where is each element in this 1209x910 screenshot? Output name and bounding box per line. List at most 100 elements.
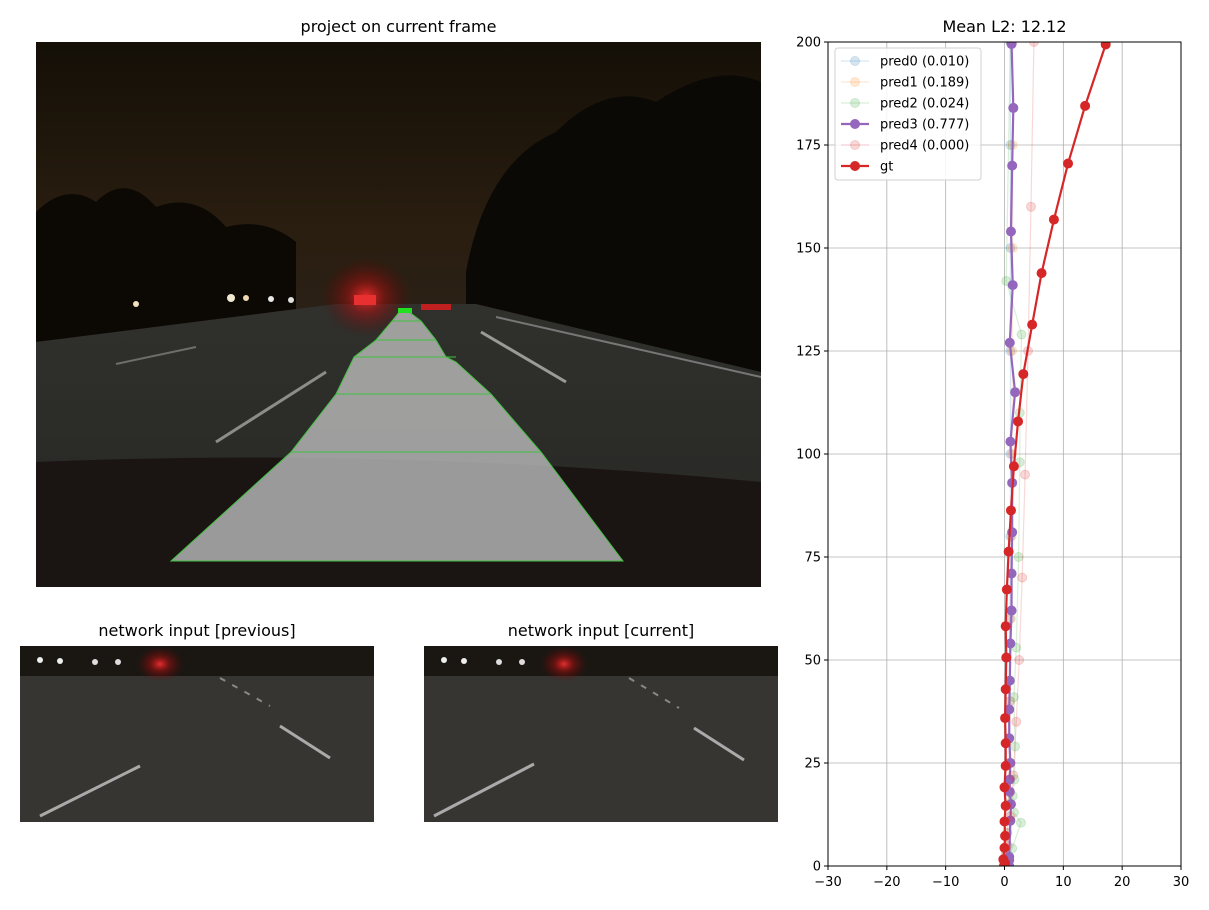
series-point-2 — [1009, 774, 1020, 785]
series-point-5 — [1001, 584, 1012, 595]
x-tick-label: 10 — [1055, 875, 1072, 890]
series-point-1 — [1000, 848, 1011, 859]
series-point-5 — [1080, 100, 1091, 111]
legend-marker-0 — [850, 56, 860, 66]
series-point-1 — [999, 861, 1010, 866]
series-point-3 — [1004, 786, 1015, 797]
series-point-3 — [1004, 704, 1015, 715]
series-point-1 — [1007, 346, 1018, 356]
series-point-0 — [1005, 531, 1016, 542]
series-point-0 — [999, 861, 1010, 866]
series-point-2 — [1008, 692, 1019, 703]
series-point-5 — [1000, 621, 1011, 632]
series-point-3 — [1004, 675, 1015, 686]
series-point-4 — [1005, 811, 1016, 822]
series-point-4 — [999, 861, 1010, 866]
series-point-1 — [1001, 828, 1012, 839]
series-point-5 — [1036, 268, 1047, 279]
series-point-4 — [1002, 840, 1013, 851]
y-tick-label: 200 — [796, 36, 821, 51]
series-point-5 — [1008, 461, 1019, 472]
series-point-2 — [1001, 856, 1012, 866]
series-point-5 — [1100, 42, 1111, 50]
series-point-5 — [1003, 546, 1014, 557]
series-point-4 — [1014, 655, 1025, 665]
series-point-3 — [1007, 527, 1018, 538]
series-point-5 — [1001, 652, 1012, 663]
series-point-3 — [1007, 477, 1018, 488]
series-point-0 — [1002, 828, 1013, 839]
series-point-2 — [1013, 552, 1024, 562]
series-point-4 — [1028, 42, 1039, 47]
main-camera-frame — [36, 42, 761, 587]
series-point-5 — [1063, 158, 1074, 169]
legend-marker-2 — [850, 98, 860, 108]
series-point-5 — [999, 842, 1010, 853]
series-point-5 — [1000, 858, 1011, 866]
series-point-3 — [1010, 387, 1021, 398]
series-point-3 — [1005, 638, 1016, 649]
series-point-1 — [1007, 449, 1018, 459]
series-point-3 — [1004, 733, 1015, 744]
series-point-4 — [1023, 346, 1034, 356]
series-point-3 — [1005, 436, 1016, 447]
legend-label-5: gt — [880, 160, 893, 175]
series-group — [998, 42, 1111, 866]
series-point-1 — [1007, 140, 1018, 150]
series-point-2 — [1007, 843, 1018, 854]
series-point-5 — [1027, 319, 1038, 330]
series-point-0 — [1005, 140, 1016, 150]
network-input-previous — [20, 646, 374, 822]
legend-label-4: pred4 (0.000) — [880, 139, 969, 154]
y-tick-label: 100 — [796, 448, 821, 463]
series-point-5 — [1013, 416, 1024, 427]
series-point-5 — [1000, 713, 1011, 724]
series-point-3 — [1006, 568, 1017, 579]
series-point-2 — [1014, 457, 1025, 468]
x-tick-label: 0 — [1000, 875, 1008, 890]
series-point-3 — [1005, 758, 1016, 768]
series-point-3 — [1005, 815, 1016, 826]
legend-label-3: pred3 (0.777) — [880, 118, 969, 133]
series-line-1 — [1003, 42, 1014, 866]
series-point-3 — [1006, 42, 1017, 50]
series-point-1 — [1003, 799, 1014, 810]
chart-title: Mean L2: 12.12 — [942, 17, 1067, 36]
series-point-1 — [1007, 243, 1018, 253]
x-tick-label: −20 — [873, 875, 900, 890]
series-point-3 — [1005, 226, 1016, 237]
series-point-0 — [1004, 696, 1015, 707]
series-point-3 — [1006, 605, 1017, 616]
series-point-2 — [1014, 407, 1025, 418]
series-point-3 — [1004, 774, 1015, 785]
legend-marker-4 — [850, 140, 860, 150]
series-point-3 — [1007, 280, 1018, 291]
series-point-3 — [1007, 160, 1018, 171]
legend-label-0: pred0 (0.010) — [880, 55, 969, 70]
series-point-0 — [1005, 449, 1016, 459]
prev-input-title: network input [previous] — [98, 621, 296, 640]
y-tick-label: 150 — [796, 242, 821, 257]
series-point-5 — [1018, 369, 1029, 380]
series-point-5 — [1005, 505, 1016, 516]
series-point-5 — [999, 782, 1010, 793]
series-point-3 — [1005, 799, 1016, 810]
network-input-current — [424, 646, 778, 822]
series-point-1 — [1005, 696, 1016, 707]
series-point-2 — [1010, 741, 1021, 752]
x-tick-label: −30 — [814, 875, 841, 890]
y-tick-label: 125 — [796, 345, 821, 360]
series-point-5 — [1000, 738, 1011, 749]
series-point-3 — [1004, 855, 1015, 866]
series-point-4 — [1020, 469, 1031, 480]
series-point-5 — [1000, 830, 1011, 841]
series-line-5 — [1002, 44, 1107, 866]
series-point-3 — [1003, 858, 1014, 866]
x-tick-label: 20 — [1114, 875, 1131, 890]
series-point-5 — [998, 861, 1009, 866]
prev-road-scene — [20, 646, 374, 822]
series-point-2 — [1001, 275, 1012, 286]
series-point-2 — [1016, 329, 1027, 340]
legend: pred0 (0.010) pred1 (0.189) pred2 (0.024) p… — [834, 47, 982, 181]
curr-road-scene — [424, 646, 778, 822]
